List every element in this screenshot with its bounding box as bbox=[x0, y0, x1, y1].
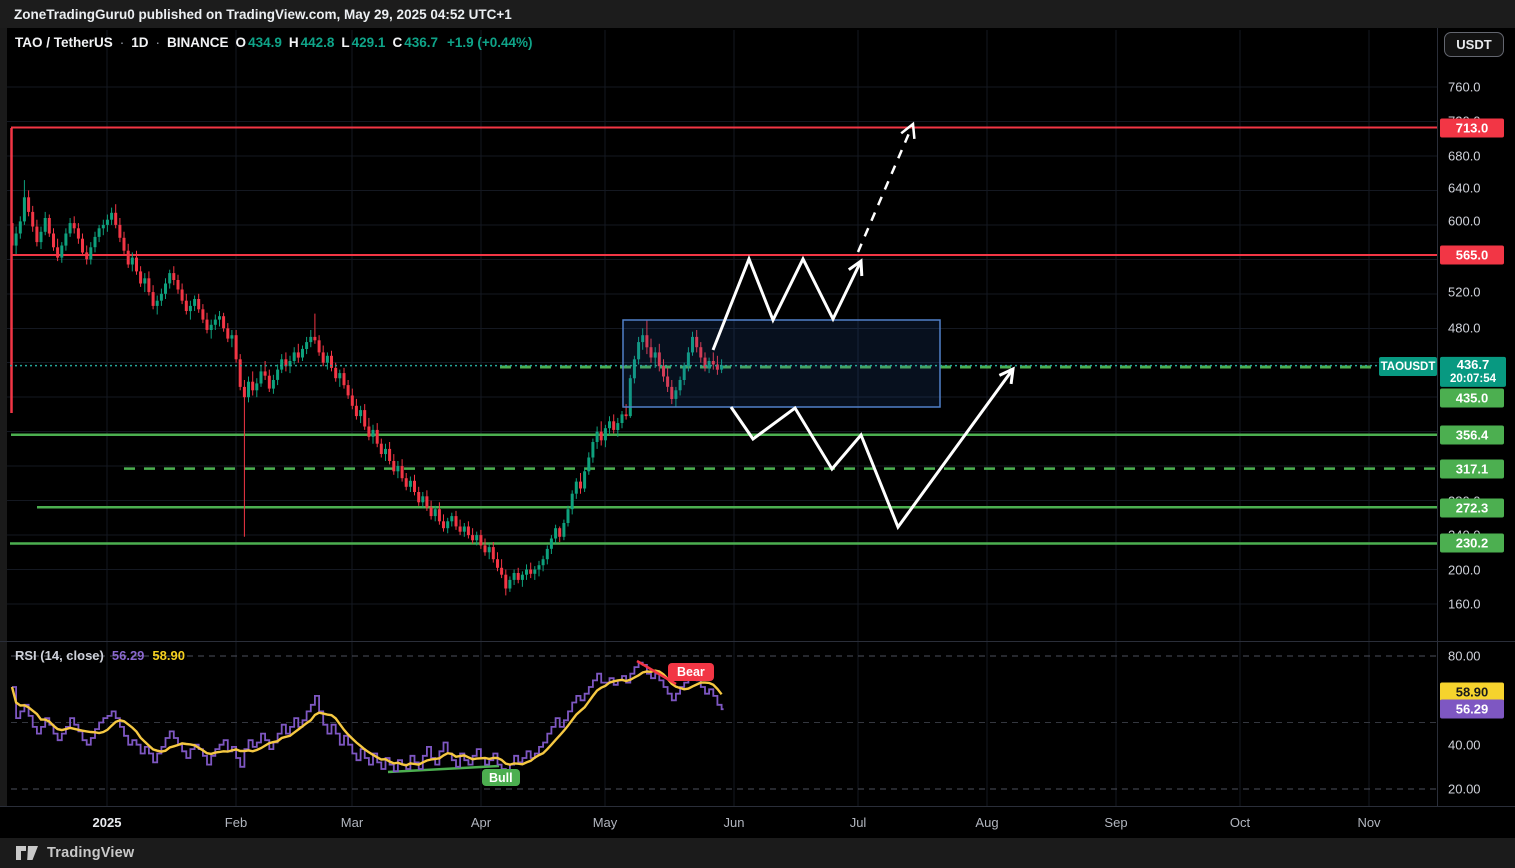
chart-canvas[interactable] bbox=[0, 28, 1437, 838]
time-axis-label-Mar: Mar bbox=[340, 815, 364, 830]
time-axis-label-Nov: Nov bbox=[1357, 815, 1381, 830]
change-value: +1.9 (+0.44%) bbox=[447, 35, 533, 50]
tradingview-wordmark[interactable]: TradingView bbox=[47, 845, 135, 861]
dashed-projection-arrow[interactable] bbox=[856, 121, 916, 253]
symbol-price-flag[interactable]: TAOUSDT bbox=[1379, 357, 1437, 376]
bull-annotation-label[interactable]: Bull bbox=[482, 769, 520, 786]
time-axis-label-Feb: Feb bbox=[224, 815, 248, 830]
rsi-ma-value: 58.90 bbox=[152, 648, 185, 663]
bullish-zigzag-arrow[interactable] bbox=[711, 254, 864, 351]
price-level-label: 272.3 bbox=[1440, 498, 1504, 518]
price-levels[interactable] bbox=[10, 126, 1437, 545]
ohlc-high: H 442.8 bbox=[289, 35, 335, 50]
close-label: C bbox=[392, 35, 403, 50]
rsi-title[interactable]: RSI (14, close) bbox=[15, 648, 104, 663]
exchange-label: BINANCE bbox=[167, 35, 229, 50]
price-level-label: 356.4 bbox=[1440, 425, 1504, 445]
price-level-label: 317.1 bbox=[1440, 459, 1504, 479]
rsi-tick: 20.00 bbox=[1448, 781, 1481, 797]
time-axis-label-Jun: Jun bbox=[723, 815, 745, 830]
price-level-label: 565.0 bbox=[1440, 245, 1504, 265]
candles bbox=[10, 180, 724, 596]
time-axis-label-Sep: Sep bbox=[1104, 815, 1128, 830]
symbol-name[interactable]: TAO / TetherUS bbox=[15, 35, 113, 50]
price-scale[interactable]: USDT 760.0720.0680.0640.0600.0520.0480.0… bbox=[1437, 28, 1515, 806]
rsi-tick: 80.00 bbox=[1448, 648, 1481, 664]
time-axis-label-Aug: Aug bbox=[975, 815, 999, 830]
tradingview-logo-icon[interactable] bbox=[16, 845, 39, 861]
price-tick: 480.0 bbox=[1448, 320, 1481, 336]
bear-annotation-label[interactable]: Bear bbox=[668, 663, 714, 681]
attribution-text: ZoneTradingGuru0 published on TradingVie… bbox=[14, 6, 512, 22]
rsi-pane bbox=[0, 655, 1437, 790]
time-axis-label-2025: 2025 bbox=[92, 815, 122, 830]
price-tick: 680.0 bbox=[1448, 148, 1481, 164]
attribution-bar: ZoneTradingGuru0 published on TradingVie… bbox=[0, 0, 1515, 28]
price-tick: 760.0 bbox=[1448, 79, 1481, 95]
price-level-label: 713.0 bbox=[1440, 118, 1504, 138]
price-level-label: 435.0 bbox=[1440, 388, 1504, 408]
price-tick: 520.0 bbox=[1448, 284, 1481, 300]
rsi-indicator-header[interactable]: RSI (14, close) 56.29 58.90 bbox=[15, 648, 185, 663]
header-separator: · bbox=[155, 35, 161, 50]
price-tick: 600.0 bbox=[1448, 213, 1481, 229]
price-tick: 160.0 bbox=[1448, 596, 1481, 612]
price-level-label: 230.2 bbox=[1440, 533, 1504, 553]
rsi-ma-line bbox=[10, 669, 723, 767]
rsi-tick: 40.00 bbox=[1448, 737, 1481, 753]
high-value: 442.8 bbox=[300, 35, 335, 50]
rsi-previous-value: 56.29 bbox=[111, 648, 145, 663]
low-value: 429.1 bbox=[351, 35, 386, 50]
time-axis-label-Jul: Jul bbox=[849, 815, 867, 830]
interval-label[interactable]: 1D bbox=[131, 35, 149, 50]
pane-separator[interactable] bbox=[0, 641, 1515, 642]
time-axis-label-Oct: Oct bbox=[1229, 815, 1251, 830]
low-label: L bbox=[341, 35, 350, 50]
rsi-value-label: 56.29 bbox=[1440, 699, 1504, 719]
time-axis-label-May: May bbox=[592, 815, 618, 830]
rsi-value-label: 58.90 bbox=[1440, 682, 1504, 702]
symbol-header[interactable]: TAO / TetherUS · 1D · BINANCE O 434.9 H … bbox=[15, 35, 533, 50]
chart-left-edge bbox=[0, 28, 7, 838]
open-value: 434.9 bbox=[248, 35, 282, 50]
rsi-bull-trendline bbox=[387, 764, 500, 774]
ohlc-low: L 429.1 bbox=[341, 35, 385, 50]
grid bbox=[0, 30, 1437, 806]
time-axis-label-Apr: Apr bbox=[470, 815, 492, 830]
bearish-zigzag-arrow[interactable] bbox=[729, 366, 1015, 531]
last-price-label: 436.7 20:07:54 bbox=[1440, 356, 1506, 388]
high-label: H bbox=[288, 35, 299, 50]
time-axis[interactable]: 2025 Feb Mar Apr May Jun Jul Aug Sep Oct Nov bbox=[0, 806, 1515, 838]
price-tick: 200.0 bbox=[1448, 562, 1481, 578]
projection-box[interactable] bbox=[622, 319, 941, 408]
price-tick: 640.0 bbox=[1448, 180, 1481, 196]
currency-toggle-button[interactable]: USDT bbox=[1444, 32, 1504, 57]
ohlc-open: O 434.9 bbox=[236, 35, 282, 50]
open-label: O bbox=[235, 35, 247, 50]
header-separator: · bbox=[119, 35, 125, 50]
footer-bar: TradingView bbox=[0, 838, 1515, 868]
close-value: 436.7 bbox=[404, 35, 438, 50]
ohlc-close: C 436.7 bbox=[392, 35, 438, 50]
rsi-line bbox=[12, 661, 724, 777]
